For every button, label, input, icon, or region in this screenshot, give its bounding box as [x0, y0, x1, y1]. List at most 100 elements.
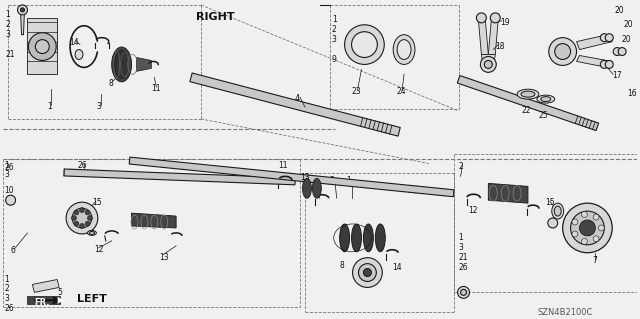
Circle shape — [72, 208, 92, 228]
Ellipse shape — [375, 224, 385, 252]
Text: 7: 7 — [593, 256, 597, 265]
Ellipse shape — [303, 178, 312, 198]
Circle shape — [461, 289, 467, 295]
Circle shape — [85, 221, 90, 226]
Circle shape — [481, 56, 496, 72]
Text: 26: 26 — [4, 163, 14, 172]
Circle shape — [85, 210, 90, 215]
Ellipse shape — [351, 224, 362, 252]
Circle shape — [548, 38, 577, 65]
Circle shape — [548, 218, 557, 228]
Text: 3: 3 — [4, 170, 10, 180]
Text: LEFT: LEFT — [77, 294, 107, 304]
Ellipse shape — [541, 97, 551, 101]
Circle shape — [88, 216, 92, 220]
Ellipse shape — [312, 178, 321, 198]
Polygon shape — [458, 76, 598, 130]
Text: 3: 3 — [330, 176, 335, 185]
Text: 14: 14 — [392, 263, 402, 272]
Text: 2: 2 — [459, 161, 463, 171]
Text: 26: 26 — [77, 160, 86, 170]
Text: 11: 11 — [278, 160, 288, 170]
Text: 23: 23 — [351, 87, 361, 96]
Circle shape — [74, 221, 79, 226]
Circle shape — [581, 211, 588, 217]
Text: 6: 6 — [11, 246, 15, 255]
Text: 1: 1 — [332, 15, 337, 24]
Polygon shape — [481, 55, 495, 69]
Circle shape — [600, 34, 608, 41]
Circle shape — [581, 239, 588, 244]
Circle shape — [79, 224, 84, 228]
Circle shape — [28, 33, 56, 61]
Circle shape — [66, 202, 98, 234]
Circle shape — [72, 216, 77, 220]
Ellipse shape — [340, 224, 349, 252]
Text: 3: 3 — [4, 294, 10, 303]
Circle shape — [484, 61, 492, 68]
Text: 12: 12 — [468, 206, 478, 215]
Text: 8: 8 — [109, 79, 113, 88]
Text: 25: 25 — [539, 111, 548, 120]
Text: FR.: FR. — [35, 298, 50, 307]
Polygon shape — [129, 157, 454, 197]
Text: 3: 3 — [332, 35, 337, 44]
Text: 13: 13 — [159, 253, 169, 262]
Text: 10: 10 — [4, 186, 14, 195]
Ellipse shape — [112, 47, 132, 82]
Ellipse shape — [364, 224, 373, 252]
Circle shape — [490, 13, 500, 23]
Text: 5: 5 — [57, 288, 62, 297]
Circle shape — [563, 203, 612, 253]
Circle shape — [579, 220, 595, 236]
Polygon shape — [479, 20, 488, 55]
Circle shape — [344, 25, 384, 64]
Text: 2: 2 — [6, 20, 10, 29]
Circle shape — [351, 32, 378, 57]
Text: 8: 8 — [340, 261, 344, 270]
Ellipse shape — [393, 35, 415, 64]
Text: 9: 9 — [332, 55, 337, 63]
Circle shape — [605, 61, 613, 68]
Circle shape — [353, 258, 382, 287]
Text: 16: 16 — [627, 89, 637, 98]
Ellipse shape — [554, 206, 561, 216]
Circle shape — [458, 286, 470, 298]
Text: 18: 18 — [495, 41, 505, 51]
Text: 2: 2 — [332, 25, 337, 34]
Ellipse shape — [517, 89, 539, 99]
Circle shape — [20, 8, 24, 12]
Circle shape — [572, 219, 578, 225]
Text: 19: 19 — [500, 18, 510, 27]
Circle shape — [17, 5, 28, 15]
Polygon shape — [136, 57, 151, 71]
Text: 26: 26 — [4, 304, 14, 313]
Circle shape — [79, 208, 84, 212]
Text: 15: 15 — [92, 198, 102, 207]
Text: 11: 11 — [151, 84, 161, 93]
Circle shape — [598, 225, 604, 231]
Circle shape — [618, 48, 626, 56]
Text: RIGHT: RIGHT — [196, 12, 235, 22]
Text: 3: 3 — [459, 243, 463, 252]
Circle shape — [74, 210, 79, 215]
Circle shape — [555, 44, 571, 59]
Text: SZN4B2100C: SZN4B2100C — [538, 308, 593, 317]
Text: 4: 4 — [295, 94, 300, 103]
Text: 21: 21 — [459, 253, 468, 262]
Ellipse shape — [397, 40, 411, 59]
Polygon shape — [20, 10, 24, 35]
Text: 20: 20 — [614, 6, 624, 15]
Text: 1: 1 — [4, 275, 10, 284]
Polygon shape — [488, 183, 528, 203]
Text: 26: 26 — [459, 263, 468, 272]
Text: 1: 1 — [459, 233, 463, 242]
Polygon shape — [577, 56, 612, 67]
Circle shape — [571, 211, 604, 245]
Polygon shape — [28, 18, 57, 74]
Ellipse shape — [90, 231, 94, 234]
Polygon shape — [132, 213, 176, 228]
Circle shape — [358, 263, 376, 281]
Text: 1: 1 — [47, 102, 52, 111]
Circle shape — [476, 13, 486, 23]
